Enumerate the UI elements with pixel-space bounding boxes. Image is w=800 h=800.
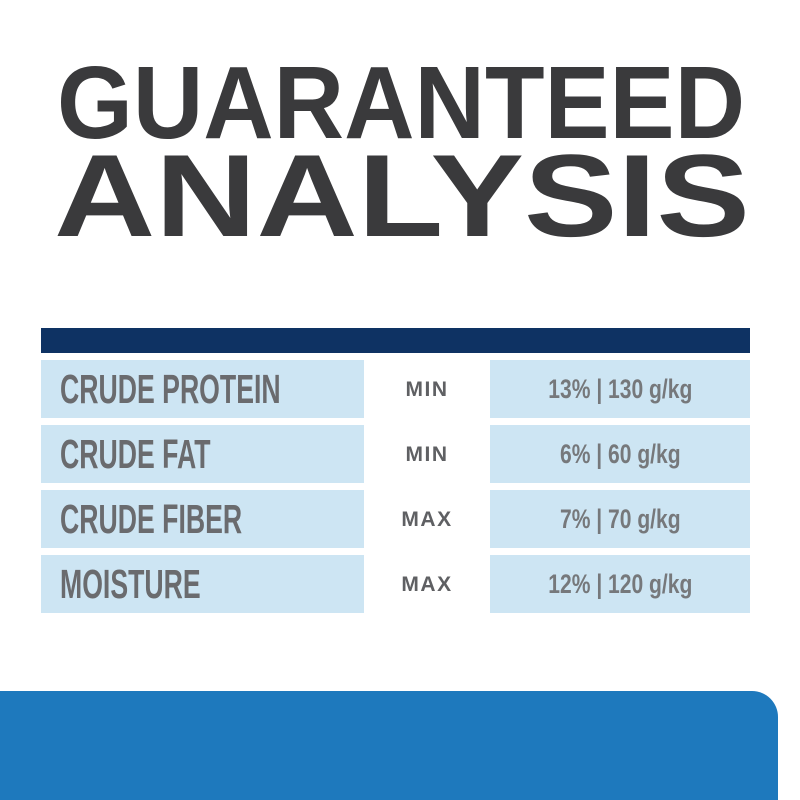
value-label: 7% | 70 g/kg	[559, 503, 681, 534]
page-title-line1: GUARANTEED	[57, 45, 745, 160]
basis-cell: MAX	[364, 555, 490, 613]
nutrient-cell: MOISTURE	[41, 555, 364, 613]
basis-label: MIN	[405, 377, 449, 401]
basis-cell: MIN	[364, 360, 490, 418]
basis-label: MIN	[405, 442, 449, 466]
value-label: 6% | 60 g/kg	[559, 438, 681, 469]
table-row-crude-fat: CRUDE FAT MIN 6% | 60 g/kg	[41, 425, 750, 483]
value-cell: 7% | 70 g/kg	[490, 490, 750, 548]
basis-cell: MAX	[364, 490, 490, 548]
table-row-crude-protein: CRUDE PROTEIN MIN 13% | 130 g/kg	[41, 360, 750, 418]
value-cell: 12% | 120 g/kg	[490, 555, 750, 613]
bottom-accent-bar	[0, 691, 778, 800]
nutrient-label: MOISTURE	[60, 560, 201, 607]
nutrient-cell: CRUDE PROTEIN	[41, 360, 364, 418]
value-cell: 6% | 60 g/kg	[490, 425, 750, 483]
nutrient-label: CRUDE FIBER	[60, 495, 243, 542]
nutrient-cell: CRUDE FAT	[41, 425, 364, 483]
nutrient-label: CRUDE FAT	[60, 430, 211, 477]
table-header-bar	[41, 328, 750, 353]
page-title-line2: ANALYSIS	[54, 130, 750, 261]
value-cell: 13% | 130 g/kg	[490, 360, 750, 418]
basis-label: MAX	[401, 572, 453, 596]
table-row-moisture: MOISTURE MAX 12% | 120 g/kg	[41, 555, 750, 613]
basis-cell: MIN	[364, 425, 490, 483]
value-label: 12% | 120 g/kg	[547, 568, 693, 599]
value-label: 13% | 130 g/kg	[547, 373, 693, 404]
page-title: GUARANTEED ANALYSIS	[54, 45, 750, 261]
guaranteed-analysis-table: CRUDE PROTEIN MIN 13% | 130 g/kg CRUDE F…	[41, 328, 750, 613]
basis-label: MAX	[401, 507, 453, 531]
nutrient-cell: CRUDE FIBER	[41, 490, 364, 548]
table-row-crude-fiber: CRUDE FIBER MAX 7% | 70 g/kg	[41, 490, 750, 548]
nutrient-label: CRUDE PROTEIN	[60, 365, 281, 412]
